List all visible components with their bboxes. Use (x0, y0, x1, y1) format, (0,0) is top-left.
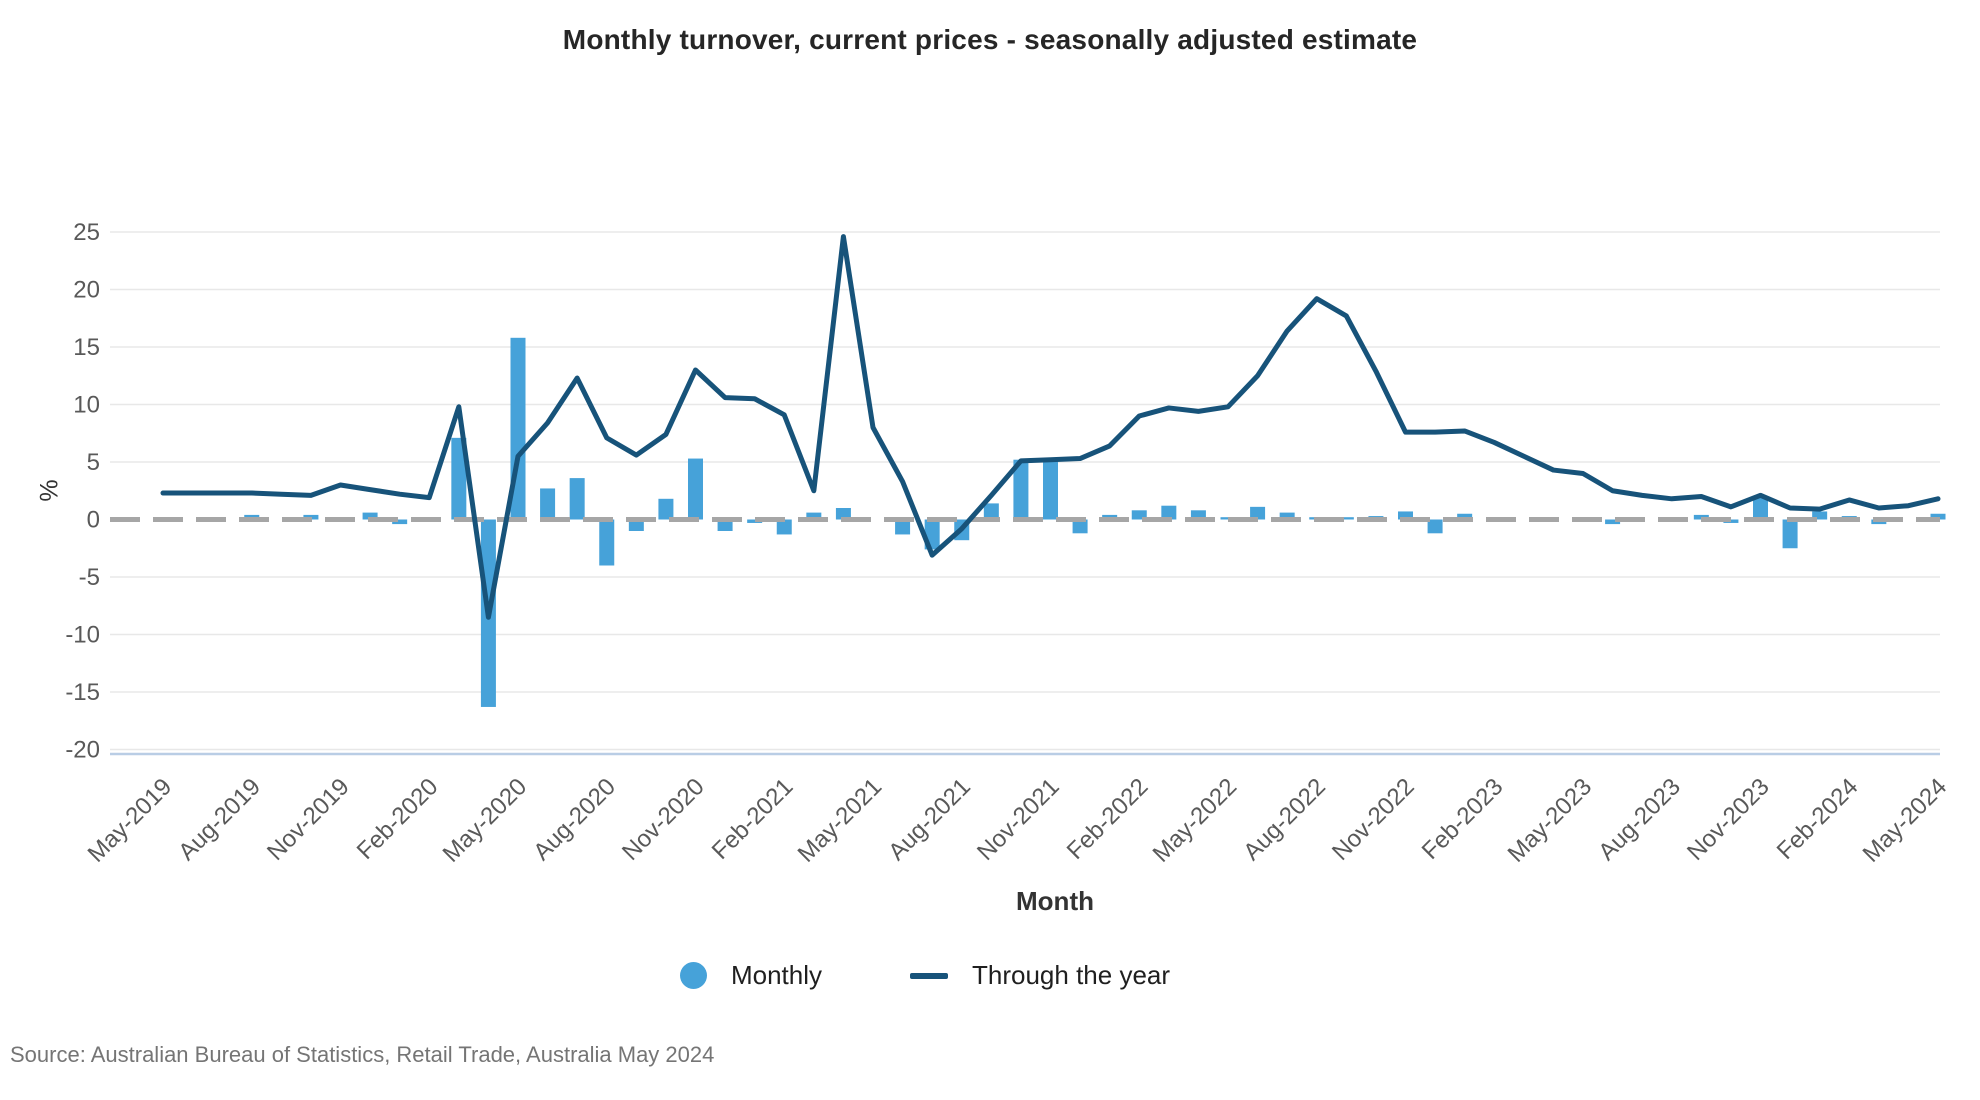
turnover-chart: -20-15-10-50510152025May-2019Aug-2019Nov… (65, 219, 1953, 868)
y-tick-label: -10 (65, 622, 100, 649)
bar-Jan-2020 (392, 519, 408, 525)
bar-Dec-2023 (1782, 519, 1798, 549)
bar-Nov-2021 (1043, 458, 1058, 520)
bar-Nov-2022 (1398, 511, 1413, 520)
bar-May-2024 (1930, 513, 1946, 520)
x-tick-label: Aug-2019 (173, 773, 266, 866)
x-tick-label: Nov-2022 (1327, 773, 1420, 866)
x-tick-label: Feb-2024 (1772, 773, 1864, 865)
y-tick-label: -20 (65, 737, 100, 764)
x-tick-label: May-2023 (1503, 773, 1598, 868)
bar-Mar-2021 (806, 512, 822, 520)
x-tick-label: Feb-2023 (1417, 773, 1509, 865)
bar-Mar-2022 (1161, 505, 1177, 520)
bar-Dec-2021 (1072, 519, 1088, 534)
monthly-series-swatch (679, 962, 707, 989)
bar-Apr-2021 (835, 508, 851, 520)
legend-label-through-the-year: Through the year (972, 960, 1171, 990)
y-tick-label: 5 (87, 449, 100, 476)
bar-Jun-2023 (1605, 519, 1621, 525)
y-tick-label: 0 (87, 507, 100, 534)
bar-Dec-2022 (1427, 519, 1443, 534)
x-axis-label: Month (1016, 886, 1094, 916)
bar-Jan-2023 (1457, 513, 1473, 520)
bar-Sep-2020 (628, 519, 644, 531)
y-tick-label: 15 (73, 334, 100, 361)
bar-Feb-2021 (776, 519, 792, 535)
bar-Feb-2022 (1131, 510, 1147, 520)
bar-Nov-2020 (688, 458, 703, 520)
bar-Sep-2022 (1338, 517, 1354, 520)
x-tick-label: Nov-2021 (972, 773, 1065, 866)
bar-Jul-2022 (1279, 512, 1295, 520)
x-tick-label: May-2021 (793, 773, 888, 868)
legend-label-monthly: Monthly (730, 960, 823, 990)
legend: Monthly Through the year (0, 960, 1850, 991)
x-tick-label: Aug-2022 (1238, 773, 1331, 866)
y-tick-label: 10 (73, 392, 100, 419)
bar-Jun-2022 (1250, 506, 1266, 520)
bar-Mar-2020 (451, 437, 467, 520)
y-tick-label: -15 (65, 679, 100, 706)
x-tick-label: Nov-2020 (617, 773, 710, 866)
bar-Nov-2023 (1753, 496, 1768, 520)
bar-Jan-2021 (747, 519, 763, 523)
bar-Jun-2020 (540, 488, 556, 520)
x-tick-label: May-2020 (438, 773, 533, 868)
y-tick-label: 25 (73, 219, 100, 246)
x-tick-label: May-2019 (83, 773, 178, 868)
x-tick-label: Aug-2023 (1593, 773, 1686, 866)
source-note: Source: Australian Bureau of Statistics,… (10, 1042, 715, 1067)
bar-Dec-2019 (362, 512, 378, 520)
bar-Sep-2021 (983, 503, 999, 520)
bar-Jul-2020 (569, 478, 585, 520)
bar-Apr-2022 (1190, 510, 1206, 520)
through-the-year-line (160, 234, 1941, 620)
y-tick-label: 20 (73, 277, 100, 304)
bar-Oct-2020 (658, 498, 674, 520)
through-the-year-series-swatch (910, 972, 949, 979)
x-tick-label: Feb-2020 (352, 773, 444, 865)
y-tick-label: -5 (79, 564, 100, 591)
x-tick-label: Aug-2021 (883, 773, 976, 866)
x-tick-label: May-2022 (1148, 773, 1243, 868)
x-tick-label: May-2024 (1858, 773, 1953, 868)
chart-title: Monthly turnover, current prices - seaso… (562, 24, 1418, 55)
bar-Dec-2020 (717, 519, 733, 531)
x-tick-label: Nov-2019 (262, 773, 355, 866)
x-tick-label: Feb-2022 (1062, 773, 1154, 865)
bar-Jan-2024 (1812, 511, 1828, 520)
bar-Jun-2021 (895, 519, 911, 535)
x-tick-label: Aug-2020 (528, 773, 621, 866)
x-tick-label: Nov-2023 (1682, 773, 1775, 866)
bar-Oct-2021 (1013, 459, 1029, 520)
x-tick-label: Feb-2021 (707, 773, 799, 865)
bar-Aug-2020 (599, 519, 615, 566)
